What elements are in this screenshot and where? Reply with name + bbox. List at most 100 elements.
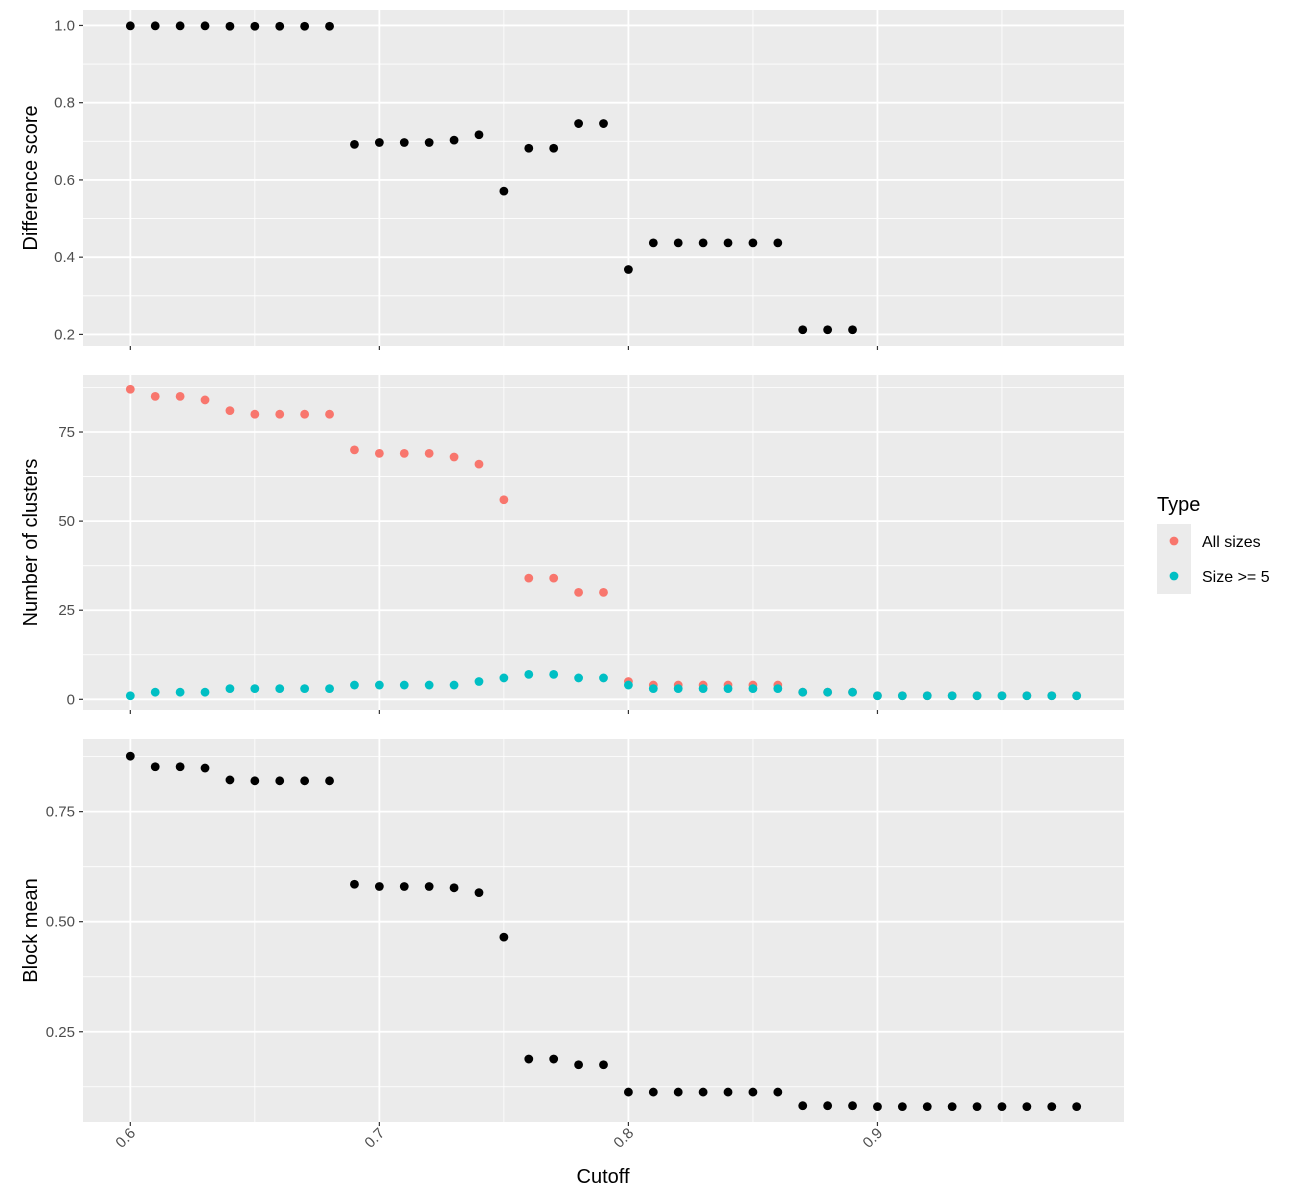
data-point	[225, 21, 235, 31]
data-point	[449, 680, 459, 690]
data-point	[474, 888, 484, 898]
y-tick-label: 75	[58, 424, 75, 441]
data-point	[125, 384, 135, 394]
data-point	[997, 1102, 1007, 1111]
data-point	[474, 677, 484, 686]
data-point	[374, 882, 384, 891]
data-point	[350, 680, 359, 690]
panel-background	[83, 10, 1124, 346]
data-point	[200, 21, 210, 31]
data-point	[823, 1101, 833, 1111]
data-point	[524, 573, 534, 583]
data-point	[499, 932, 509, 942]
data-point	[300, 684, 310, 694]
data-point	[648, 238, 658, 248]
data-point	[673, 238, 683, 248]
data-point	[848, 325, 857, 335]
data-point	[374, 138, 384, 147]
data-point	[474, 130, 484, 140]
y-axis-title: Number of clusters	[20, 459, 42, 627]
data-point	[374, 449, 384, 458]
data-point	[997, 691, 1007, 701]
data-point	[748, 684, 758, 694]
data-point	[250, 684, 260, 694]
data-point	[399, 882, 409, 891]
legend-key	[1169, 571, 1179, 581]
data-point	[972, 1102, 982, 1111]
data-point	[773, 684, 783, 694]
panel-background	[83, 739, 1124, 1122]
data-point	[474, 459, 484, 469]
data-point	[499, 673, 509, 683]
data-point	[1022, 1102, 1032, 1111]
data-point	[673, 1087, 683, 1097]
data-point	[897, 691, 907, 701]
data-point	[773, 1087, 783, 1097]
data-point	[225, 775, 235, 785]
legend-key-background	[1157, 524, 1191, 594]
data-point	[399, 449, 409, 458]
data-point	[524, 1054, 534, 1064]
data-point	[200, 395, 210, 405]
data-point	[848, 1101, 857, 1111]
y-tick-label: 0.50	[46, 914, 75, 931]
panel-3: 0.25 0.50 0.75 Block mean	[20, 739, 1124, 1126]
data-point	[325, 776, 334, 786]
data-point	[698, 684, 708, 694]
legend-item: All sizes	[1169, 534, 1261, 551]
data-point	[524, 143, 534, 153]
legend-key	[1169, 536, 1179, 546]
data-point	[698, 238, 708, 248]
data-point	[300, 21, 310, 31]
data-point	[723, 684, 733, 694]
data-point	[275, 409, 285, 419]
data-point	[1072, 1102, 1082, 1111]
data-point	[275, 684, 285, 694]
data-point	[748, 238, 758, 248]
data-point	[574, 119, 583, 128]
data-point	[698, 1087, 708, 1097]
series-2	[125, 669, 1082, 701]
data-point	[574, 673, 583, 683]
legend-item: Size >= 5	[1169, 569, 1270, 586]
y-tick-label: 0.6	[54, 172, 75, 189]
y-tick-label: 0.2	[54, 326, 75, 343]
data-point	[1047, 691, 1057, 701]
data-point	[325, 409, 334, 419]
data-point	[848, 687, 857, 697]
data-point	[449, 135, 459, 145]
data-point	[175, 687, 185, 697]
data-point	[424, 138, 434, 147]
y-tick-label: 0.4	[54, 249, 75, 266]
data-point	[150, 21, 160, 31]
data-point	[275, 21, 285, 31]
data-point	[125, 691, 135, 701]
data-point	[798, 325, 808, 335]
data-point	[150, 391, 160, 401]
data-point	[300, 776, 310, 786]
y-axis-title: Difference score	[20, 105, 42, 250]
data-point	[599, 119, 608, 128]
data-point	[624, 1087, 633, 1097]
data-point	[624, 265, 633, 274]
data-point	[947, 1102, 957, 1111]
data-point	[250, 409, 260, 419]
data-point	[150, 762, 160, 772]
data-point	[200, 763, 210, 773]
data-point	[125, 21, 135, 31]
data-point	[350, 445, 359, 455]
data-point	[773, 238, 783, 248]
data-point	[823, 325, 833, 335]
data-point	[125, 751, 135, 761]
data-point	[524, 669, 534, 679]
data-point	[723, 1087, 733, 1097]
data-point	[325, 684, 334, 694]
data-point	[798, 1101, 808, 1111]
panel-1: 0.2 0.4 0.6 0.8 1.0 Difference score	[20, 10, 1124, 350]
data-point	[449, 883, 459, 893]
data-point	[150, 687, 160, 697]
data-point	[873, 691, 882, 701]
data-point	[250, 21, 260, 31]
data-point	[748, 1087, 758, 1097]
